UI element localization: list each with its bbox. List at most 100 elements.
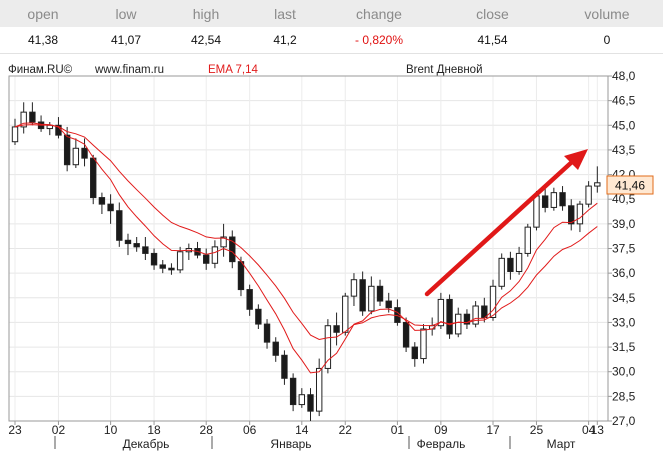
- candle-body: [237, 261, 245, 291]
- candle-body: [176, 251, 184, 271]
- candle: [342, 292, 349, 336]
- candle: [168, 263, 175, 275]
- ema-lines: [14, 122, 598, 374]
- candle-body: [116, 210, 123, 241]
- value-volume: 0: [603, 33, 611, 47]
- y-tick-label: 27,0: [612, 414, 636, 428]
- candle: [515, 246, 523, 275]
- candle-body: [568, 205, 575, 225]
- x-tick-label: 09: [434, 423, 448, 437]
- candle-body: [368, 285, 375, 312]
- candle: [29, 102, 36, 126]
- header-last: last: [274, 5, 296, 22]
- candle: [281, 350, 288, 385]
- header-open: open: [27, 5, 59, 22]
- candle: [255, 304, 262, 329]
- x-tick-label: 25: [530, 423, 544, 437]
- y-tick-label: 36,0: [612, 266, 636, 280]
- month-label: Январь: [270, 437, 311, 451]
- candle-body: [11, 126, 19, 143]
- candle: [81, 138, 88, 167]
- candle-body: [472, 305, 479, 325]
- candle-body: [559, 192, 566, 207]
- candle: [437, 292, 445, 329]
- candle-body: [402, 321, 410, 348]
- y-tick-label: 48,0: [612, 69, 636, 83]
- candle: [11, 118, 19, 145]
- y-tick-label: 33,0: [612, 315, 636, 329]
- ema-14-line: [14, 124, 598, 341]
- candle-body: [533, 195, 540, 228]
- candle-body: [133, 243, 140, 248]
- header-high: high: [192, 5, 220, 22]
- candle: [446, 294, 453, 339]
- value-low: 41,07: [110, 33, 142, 47]
- header-change: change: [356, 5, 402, 22]
- candle-body: [72, 147, 80, 166]
- candle: [350, 273, 358, 306]
- candle: [211, 240, 219, 269]
- candle-body: [333, 325, 340, 333]
- candle: [507, 251, 514, 280]
- candle: [20, 102, 27, 134]
- candle: [263, 319, 271, 349]
- last-price-label: 41,46: [615, 179, 645, 193]
- candle: [324, 319, 332, 374]
- candle: [594, 166, 601, 193]
- y-tick-label: 37,5: [612, 242, 636, 256]
- candle-body: [246, 289, 253, 310]
- candle-body: [463, 313, 471, 325]
- candle: [176, 246, 184, 274]
- site-label: www.finam.ru: [94, 64, 164, 76]
- candle: [116, 202, 123, 247]
- candle-body: [90, 157, 97, 199]
- candle-body: [411, 346, 418, 360]
- candle-body: [255, 308, 262, 325]
- last-price-marker: 41,46: [606, 175, 654, 195]
- candle: [524, 223, 531, 257]
- candle-body: [385, 300, 392, 309]
- candle-body: [63, 134, 71, 166]
- candle-body: [420, 328, 427, 360]
- candle: [550, 187, 558, 211]
- candle-body: [342, 295, 349, 333]
- candle: [133, 237, 140, 252]
- candle: [272, 337, 279, 362]
- value-change: - 0,820%: [354, 33, 404, 47]
- y-tick-label: 39,0: [612, 217, 636, 231]
- y-tick-label: 30,0: [612, 365, 636, 379]
- candle: [489, 279, 497, 321]
- candle: [411, 342, 418, 367]
- candle: [107, 194, 114, 224]
- candle-body: [229, 236, 236, 263]
- candle: [124, 233, 132, 256]
- candle: [72, 138, 80, 168]
- x-tick-label: 22: [339, 423, 353, 437]
- candle: [376, 279, 384, 306]
- candle-body: [550, 192, 558, 208]
- candle: [402, 317, 410, 352]
- candle-body: [29, 111, 36, 123]
- x-tick-label: 13: [591, 423, 605, 437]
- candle: [498, 253, 505, 290]
- candle: [150, 248, 158, 270]
- candle: [585, 181, 592, 208]
- candle-body: [541, 195, 549, 208]
- candle: [568, 199, 575, 231]
- candle-body: [281, 354, 288, 379]
- candle-body: [81, 147, 88, 159]
- header-volume: volume: [584, 5, 630, 22]
- y-tick-label: 28,5: [612, 389, 636, 403]
- quote-table: open low high last change close volume 4…: [0, 0, 663, 55]
- candle-body: [376, 285, 384, 302]
- candle-body: [124, 239, 132, 245]
- header-low: low: [115, 5, 137, 22]
- y-tick-label: 40,5: [612, 192, 636, 206]
- quote-header-row: open low high last change close volume: [0, 0, 663, 27]
- month-label: Март: [547, 437, 576, 451]
- candle-body: [289, 377, 297, 406]
- ema-7-line: [14, 122, 598, 374]
- candle: [472, 301, 479, 328]
- trend-arrow: [424, 149, 588, 297]
